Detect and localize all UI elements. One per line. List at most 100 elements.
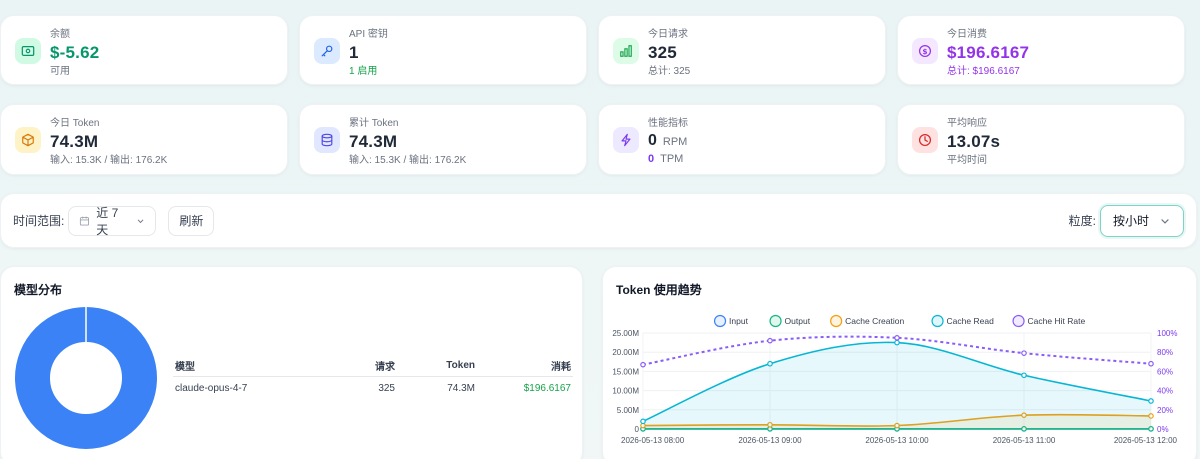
- stat-label: 余额: [50, 29, 70, 40]
- x-tick-label: 2026-05-13 12:00: [1114, 436, 1178, 445]
- panel-title: Token 使用趋势: [616, 283, 702, 297]
- x-tick-label: 2026-05-13 09:00: [738, 436, 802, 445]
- stat-card-today-token: 今日 Token 74.3M 输入: 15.3K / 输出: 176.2K: [0, 104, 288, 175]
- dollar-icon: $: [912, 38, 938, 64]
- column-header-requests: 请求: [375, 362, 395, 373]
- svg-text:$: $: [922, 47, 927, 56]
- y-tick-label: 5.00M: [617, 406, 640, 415]
- stat-sub: 输入: 15.3K / 输出: 176.2K: [50, 155, 168, 166]
- chevron-down-icon: [1161, 218, 1169, 224]
- stat-label: 性能指标: [648, 118, 688, 129]
- calendar-icon: [80, 216, 90, 226]
- model-donut-chart: [15, 307, 157, 449]
- stat-value: 13.07s: [947, 132, 1001, 151]
- x-tick-label: 2026-05-13 08:00: [621, 436, 685, 445]
- legend-label-output: Output: [785, 316, 811, 326]
- model-distribution-panel: 模型分布 模型 请求 Token 消耗 claude-opus-4-7 325 …: [0, 266, 583, 459]
- legend-marker-cache-hit-rate: [1012, 314, 1025, 328]
- data-point-cache-read: [894, 339, 900, 346]
- y2-tick-label: 80%: [1157, 348, 1173, 357]
- y2-tick-label: 60%: [1157, 367, 1173, 376]
- data-point-cache-hit-rate: [1021, 350, 1027, 356]
- data-point-cache-creation: [1021, 412, 1027, 418]
- stat-sub: 总计: 325: [648, 66, 691, 77]
- stat-card-avg-response: 平均响应 13.07s 平均时间: [897, 104, 1185, 175]
- y-tick-label: 25.00M: [612, 329, 639, 338]
- tpm-unit: TPM: [660, 153, 684, 165]
- stat-sub: 总计: $196.6167: [947, 66, 1020, 77]
- data-point-cache-creation: [894, 422, 900, 429]
- token-trend-panel: Token 使用趋势 0 5.00M 10.00M 15.00M 20.00M 25.00…: [602, 266, 1197, 459]
- cell-model: claude-opus-4-7: [175, 382, 248, 394]
- stat-sub: 输入: 15.3K / 输出: 176.2K: [349, 155, 467, 166]
- stat-value: 74.3M: [349, 132, 398, 151]
- stat-label: 平均响应: [947, 118, 987, 129]
- column-header-cost: 消耗: [551, 362, 571, 373]
- x-tick-label: 2026-05-13 10:00: [865, 436, 929, 445]
- legend-label-cache-hit-rate: Cache Hit Rate: [1028, 316, 1086, 326]
- legend-label-cache-read: Cache Read: [947, 316, 995, 326]
- data-point-cache-hit-rate: [640, 361, 646, 368]
- stat-card-balance: 余额 $-5.62 可用: [0, 15, 288, 85]
- bar-chart-icon: [613, 38, 639, 64]
- time-range-label: 时间范围:: [13, 214, 65, 228]
- key-icon: [314, 38, 340, 64]
- y-tick-label: 10.00M: [612, 387, 639, 396]
- data-point-cache-hit-rate: [767, 337, 773, 344]
- stat-label: 今日请求: [648, 29, 688, 40]
- refresh-button[interactable]: 刷新: [168, 205, 215, 236]
- filter-bar: 时间范围: 近 7 天 刷新 粒度: 按小时: [0, 193, 1197, 248]
- token-trend-chart: 0 5.00M 10.00M 15.00M 20.00M 25.00M 0% 20% 40% 60…: [612, 314, 1178, 445]
- data-point-output: [1021, 426, 1027, 432]
- stat-value: 325: [648, 43, 677, 62]
- granularity-value: 按小时: [1113, 214, 1150, 228]
- cube-icon: [15, 127, 41, 153]
- x-tick-label: 2026-05-13 11:00: [993, 436, 1056, 445]
- stat-card-api-keys: API 密钥 1 1 启用: [299, 15, 587, 85]
- legend-label-cache-creation: Cache Creation: [845, 316, 904, 326]
- stat-label: API 密钥: [349, 29, 388, 40]
- model-table: 模型 请求 Token 消耗 claude-opus-4-7 325 74.3M…: [173, 355, 573, 399]
- legend-marker-input: [713, 314, 727, 328]
- database-icon: [314, 127, 340, 153]
- legend-marker-output: [769, 314, 782, 328]
- time-range-value: 近 7 天: [96, 205, 119, 237]
- stat-sub: 1 启用: [349, 66, 378, 77]
- data-point-cache-hit-rate: [1148, 360, 1154, 367]
- y2-tick-label: 40%: [1157, 387, 1173, 396]
- time-range-select[interactable]: 近 7 天: [68, 205, 157, 237]
- y2-tick-label: 0%: [1157, 425, 1169, 434]
- data-point-cache-read: [1021, 372, 1027, 379]
- cell-tokens: 74.3M: [447, 382, 475, 394]
- cell-requests: 325: [378, 382, 395, 394]
- y-tick-label: 15.00M: [612, 367, 639, 376]
- series-line-cache-hit-rate: [642, 335, 1152, 366]
- data-point-cache-creation: [767, 421, 773, 428]
- bolt-icon: [613, 127, 639, 153]
- legend-label-input: Input: [729, 316, 749, 326]
- y-tick-label: 20.00M: [612, 348, 639, 357]
- clock-icon: [912, 127, 938, 153]
- rpm-value: 0: [648, 132, 657, 149]
- stat-card-total-token: 累计 Token 74.3M 输入: 15.3K / 输出: 176.2K: [299, 104, 587, 175]
- y2-tick-label: 20%: [1157, 406, 1173, 415]
- stat-sub: 平均时间: [947, 155, 987, 166]
- column-header-token: Token: [446, 360, 475, 371]
- stat-card-today-cost: $ 今日消费 $196.6167 总计: $196.6167: [897, 15, 1185, 85]
- granularity-select[interactable]: 按小时: [1100, 204, 1184, 237]
- y2-tick-label: 100%: [1157, 329, 1177, 338]
- stat-value: 74.3M: [50, 132, 99, 151]
- y-tick-label: 0: [635, 425, 640, 434]
- legend-marker-cache-creation: [830, 314, 843, 328]
- data-point-cache-read: [767, 360, 773, 367]
- data-point-cache-read: [640, 418, 646, 425]
- table-header: 模型 请求 Token 消耗: [173, 355, 573, 377]
- legend-marker-cache-read: [931, 314, 944, 328]
- data-point-cache-hit-rate: [894, 335, 900, 341]
- stat-value: $-5.62: [50, 43, 100, 62]
- granularity-label: 粒度:: [1068, 214, 1096, 228]
- data-point-cache-creation: [1148, 413, 1154, 419]
- stat-label: 累计 Token: [349, 118, 399, 129]
- table-row[interactable]: claude-opus-4-7 325 74.3M $196.6167: [173, 377, 573, 399]
- stat-label: 今日消费: [947, 29, 987, 40]
